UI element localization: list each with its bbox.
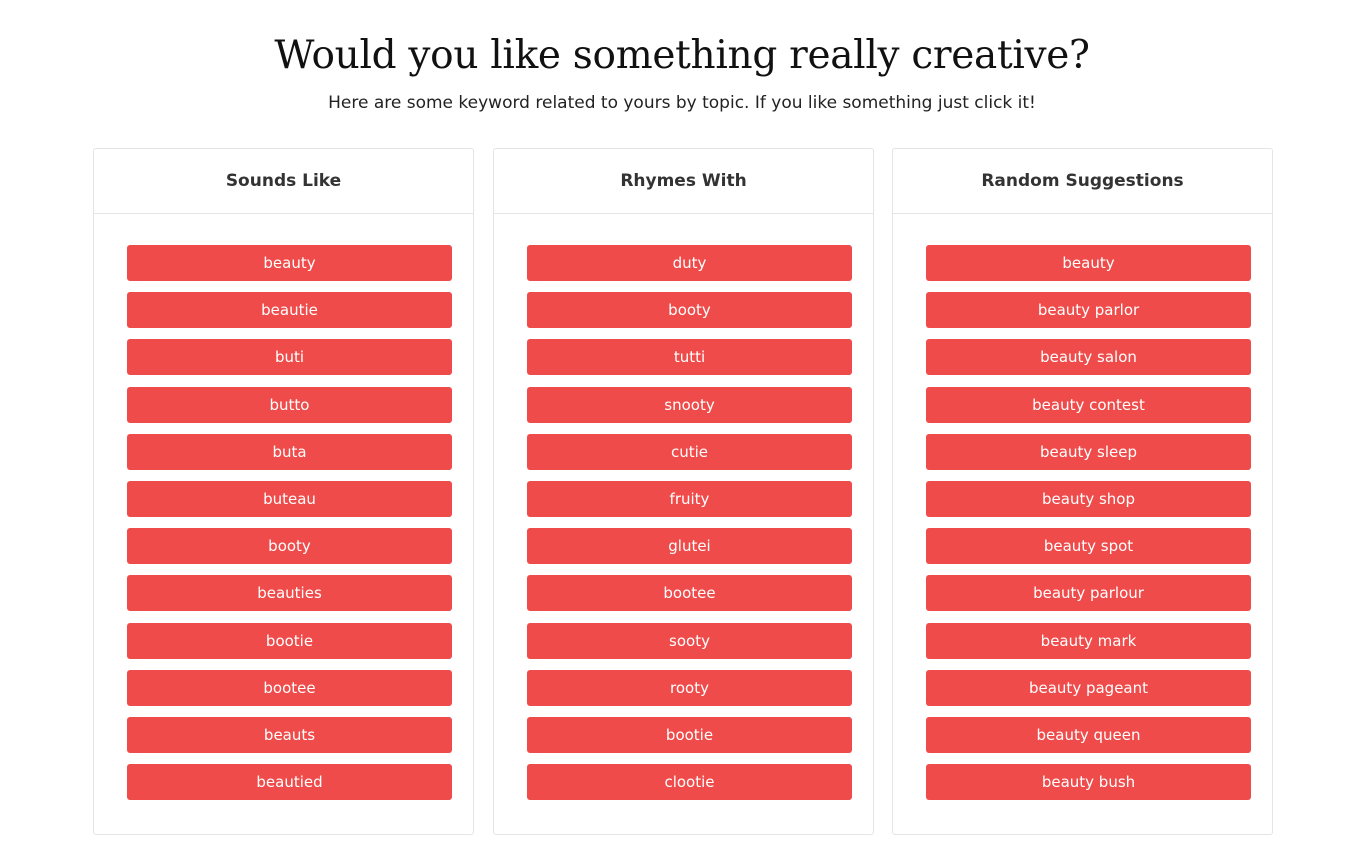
keyword-button[interactable]: booty: [127, 528, 452, 565]
keyword-button[interactable]: beauty salon: [926, 339, 1251, 376]
keyword-button[interactable]: beauty contest: [926, 386, 1251, 423]
keyword-button[interactable]: beauts: [127, 716, 452, 753]
keyword-button[interactable]: beauty: [926, 245, 1251, 281]
keyword-button[interactable]: beauty parlour: [926, 575, 1251, 612]
keyword-button[interactable]: beauty sleep: [926, 433, 1251, 470]
keyword-button[interactable]: buteau: [127, 480, 452, 517]
card-title: Rhymes With: [494, 149, 873, 214]
keyword-button[interactable]: beauty queen: [926, 716, 1251, 753]
keyword-list: beauty beautie buti butto buta buteau bo…: [94, 214, 473, 801]
keyword-button[interactable]: beauty bush: [926, 764, 1251, 801]
page-title: Would you like something really creative…: [274, 33, 1090, 78]
keyword-button[interactable]: beauty parlor: [926, 292, 1251, 329]
keyword-button[interactable]: bootie: [527, 716, 852, 753]
keyword-button[interactable]: tutti: [527, 339, 852, 376]
keyword-button[interactable]: fruity: [527, 480, 852, 517]
keyword-button[interactable]: glutei: [527, 528, 852, 565]
keyword-button[interactable]: duty: [527, 245, 852, 281]
keyword-list: beauty beauty parlor beauty salon beauty…: [893, 214, 1272, 801]
keyword-button[interactable]: beauties: [127, 575, 452, 612]
keyword-button[interactable]: beauty spot: [926, 528, 1251, 565]
keyword-button[interactable]: cutie: [527, 433, 852, 470]
keyword-button[interactable]: sooty: [527, 622, 852, 659]
keyword-button[interactable]: beauty shop: [926, 480, 1251, 517]
keyword-button[interactable]: snooty: [527, 386, 852, 423]
keyword-button[interactable]: beauty mark: [926, 622, 1251, 659]
keyword-button[interactable]: beauty: [127, 245, 452, 281]
page-subtitle: Here are some keyword related to yours b…: [328, 93, 1036, 113]
keyword-button[interactable]: beauty pageant: [926, 669, 1251, 706]
keyword-button[interactable]: bootee: [527, 575, 852, 612]
card-title: Sounds Like: [94, 149, 473, 214]
keyword-button[interactable]: buta: [127, 433, 452, 470]
suggestion-columns: Sounds Like beauty beautie buti butto bu…: [93, 148, 1274, 835]
keyword-button[interactable]: bootie: [127, 622, 452, 659]
rhymes-with-card: Rhymes With duty booty tutti snooty cuti…: [493, 148, 874, 835]
keyword-button[interactable]: beautied: [127, 764, 452, 801]
keyword-button[interactable]: booty: [527, 292, 852, 329]
keyword-button[interactable]: beautie: [127, 292, 452, 329]
keyword-button[interactable]: bootee: [127, 669, 452, 706]
random-suggestions-card: Random Suggestions beauty beauty parlor …: [892, 148, 1273, 835]
keyword-button[interactable]: buti: [127, 339, 452, 376]
sounds-like-card: Sounds Like beauty beautie buti butto bu…: [93, 148, 474, 835]
keyword-list: duty booty tutti snooty cutie fruity glu…: [494, 214, 873, 801]
card-title: Random Suggestions: [893, 149, 1272, 214]
keyword-button[interactable]: butto: [127, 386, 452, 423]
keyword-button[interactable]: rooty: [527, 669, 852, 706]
keyword-button[interactable]: clootie: [527, 764, 852, 801]
